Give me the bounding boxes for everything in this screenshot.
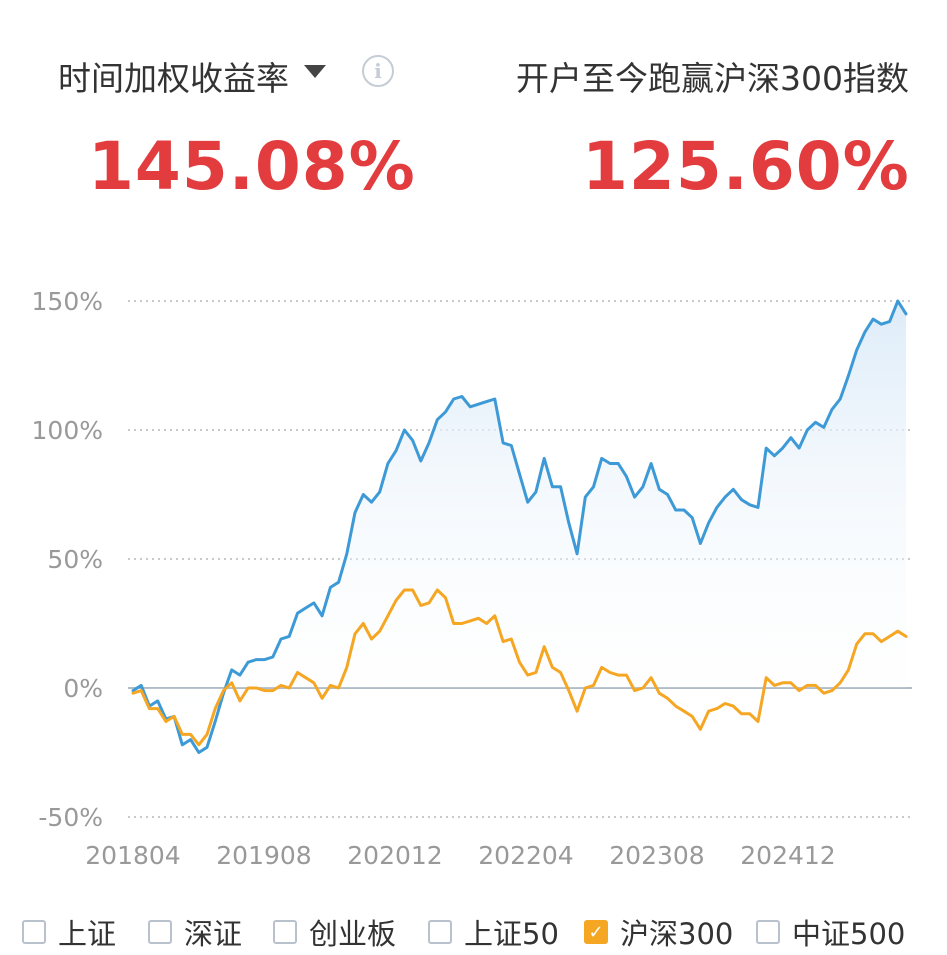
legend-item[interactable]: 上证50 bbox=[428, 912, 559, 952]
x-tick-label: 202204 bbox=[478, 841, 573, 870]
y-tick-label: 0% bbox=[63, 674, 103, 703]
legend-label: 上证 bbox=[58, 917, 117, 951]
y-tick-label: -50% bbox=[38, 803, 103, 832]
index-legend: 上证 深证 创业板 上证50 ✓ 沪深300 中证500 bbox=[0, 912, 947, 952]
x-tick-label: 202012 bbox=[347, 841, 442, 870]
checkbox-icon[interactable] bbox=[428, 920, 452, 944]
legend-label: 深证 bbox=[184, 917, 243, 951]
x-axis: 201804 201908 202012 202204 202308 202412 bbox=[85, 841, 835, 870]
legend-item[interactable]: ✓ 沪深300 bbox=[584, 912, 733, 952]
y-tick-label: 150% bbox=[32, 287, 103, 316]
benchmark-series-line bbox=[131, 588, 908, 747]
outperform-label: 开户至今跑赢沪深300指数 bbox=[516, 59, 909, 98]
checkbox-checked-icon[interactable]: ✓ bbox=[584, 920, 608, 944]
x-tick-label: 202308 bbox=[609, 841, 704, 870]
legend-label: 创业板 bbox=[309, 917, 397, 951]
x-tick-label: 202412 bbox=[740, 841, 835, 870]
portfolio-series-line bbox=[131, 299, 908, 754]
legend-item[interactable]: 深证 bbox=[148, 912, 242, 952]
line-layer bbox=[131, 299, 908, 754]
legend-label: 上证50 bbox=[464, 917, 559, 951]
checkbox-icon[interactable] bbox=[148, 920, 172, 944]
checkbox-icon[interactable] bbox=[273, 920, 297, 944]
area-layer bbox=[133, 301, 906, 753]
y-axis: 150% 100% 50% 0% -50% bbox=[32, 287, 103, 832]
checkbox-icon[interactable] bbox=[22, 920, 46, 944]
y-tick-label: 100% bbox=[32, 416, 103, 445]
legend-item[interactable]: 创业板 bbox=[273, 912, 396, 952]
metric-selector-label[interactable]: 时间加权收益率 bbox=[58, 59, 289, 98]
outperform-value: 125.60% bbox=[582, 128, 910, 205]
x-tick-label: 201804 bbox=[85, 841, 180, 870]
info-circle-icon[interactable]: i bbox=[362, 55, 394, 87]
legend-item[interactable]: 中证500 bbox=[756, 912, 905, 952]
caret-down-icon[interactable] bbox=[304, 65, 326, 78]
legend-label: 沪深300 bbox=[620, 917, 734, 951]
checkbox-icon[interactable] bbox=[756, 920, 780, 944]
return-rate-value: 145.08% bbox=[88, 128, 416, 205]
x-tick-label: 201908 bbox=[216, 841, 311, 870]
return-chart: 150% 100% 50% 0% -50% 201804 201908 202012 2022… bbox=[32, 287, 912, 870]
legend-item[interactable]: 上证 bbox=[22, 912, 116, 952]
y-tick-label: 50% bbox=[47, 545, 103, 574]
portfolio-area bbox=[133, 301, 906, 753]
legend-label: 中证500 bbox=[792, 917, 906, 951]
